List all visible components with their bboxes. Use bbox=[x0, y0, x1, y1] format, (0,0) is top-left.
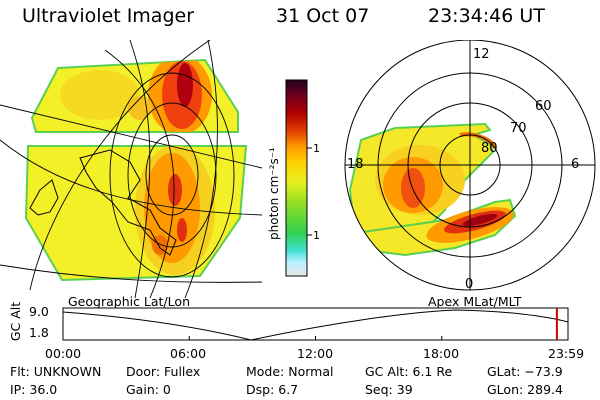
seq-status: Seq: 39 bbox=[365, 382, 413, 397]
colorbar-tick-100: 100 bbox=[313, 142, 320, 155]
time-tick-0000: 00:00 bbox=[45, 346, 82, 361]
time-tick-2359: 23:59 bbox=[548, 346, 585, 361]
mlt-0-label: 0 bbox=[465, 277, 473, 292]
polar-plot: 12 18 6 0 60 70 80 bbox=[344, 40, 596, 292]
dsp-status: Dsp: 6.7 bbox=[246, 382, 299, 397]
mlat-80-label: 80 bbox=[481, 141, 498, 156]
altitude-min-label: 1.8 bbox=[29, 325, 49, 340]
altitude-plot bbox=[62, 307, 569, 341]
glon-status: GLon: 289.4 bbox=[487, 382, 563, 397]
colorbar: 100 10 photon cm⁻²s⁻¹ bbox=[267, 79, 320, 277]
mlt-18-label: 18 bbox=[347, 157, 364, 172]
altitude-max-label: 9.0 bbox=[29, 304, 49, 319]
time-tick-1800: 18:00 bbox=[423, 346, 460, 361]
mlt-12-label: 12 bbox=[473, 47, 490, 62]
ip-status: IP: 36.0 bbox=[10, 382, 58, 397]
image-date: 31 Oct 07 bbox=[276, 5, 370, 27]
mlat-60-label: 60 bbox=[535, 99, 552, 114]
right-panel-caption: Apex MLat/MLT bbox=[428, 294, 522, 309]
mode-status: Mode: Normal bbox=[246, 364, 334, 379]
instrument-title: Ultraviolet Imager bbox=[22, 5, 195, 27]
left-panel-caption: Geographic Lat/Lon bbox=[68, 294, 190, 309]
gain-status: Gain: 0 bbox=[126, 382, 171, 397]
altitude-axis-label: GC Alt bbox=[8, 301, 24, 342]
mlt-6-label: 6 bbox=[571, 157, 579, 172]
colorbar-tick-10: 10 bbox=[313, 229, 320, 242]
mlat-70-label: 70 bbox=[510, 121, 527, 136]
colorbar-unit-label: photon cm⁻²s⁻¹ bbox=[267, 147, 281, 240]
flight-status: Flt: UNKNOWN bbox=[10, 364, 102, 379]
gc-alt-status: GC Alt: 6.1 Re bbox=[365, 364, 453, 379]
geographic-map bbox=[0, 40, 262, 298]
image-time: 23:34:46 UT bbox=[428, 5, 545, 27]
time-tick-1200: 12:00 bbox=[297, 346, 334, 361]
door-status: Door: Fullex bbox=[126, 364, 201, 379]
glat-status: GLat: −73.9 bbox=[487, 364, 563, 379]
time-tick-0600: 06:00 bbox=[170, 346, 207, 361]
